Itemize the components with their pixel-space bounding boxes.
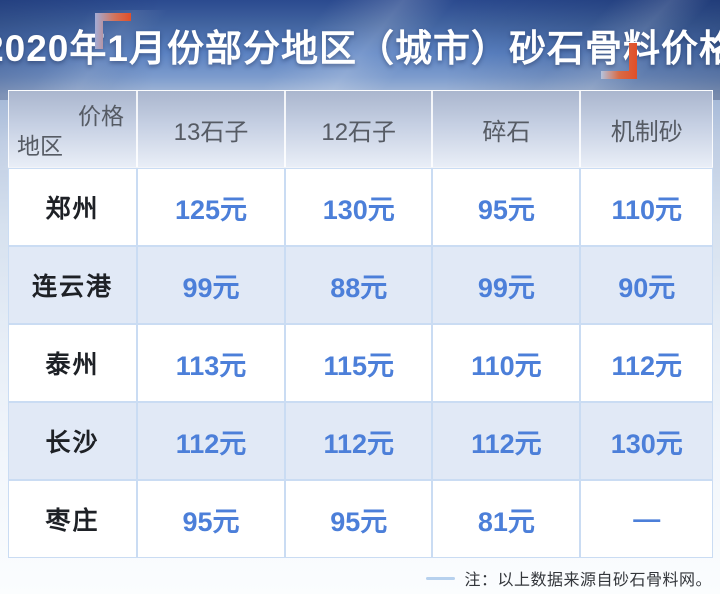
table-row: 泰州 113元 115元 110元 112元 [8,324,713,402]
price-cell: — [580,480,713,558]
price-cell: 112元 [285,402,433,480]
price-cell: 90元 [580,246,713,324]
header-region-label: 地区 [17,133,63,159]
price-cell: 130元 [285,168,433,246]
price-cell: 95元 [285,480,433,558]
header-cell: 12石子 [285,90,433,168]
note-dash-icon [426,576,456,580]
region-cell: 郑州 [8,168,137,246]
price-cell: 112元 [580,324,713,402]
region-cell: 泰州 [8,324,137,402]
price-cell: 110元 [432,324,581,402]
table-row: 连云港 99元 88元 99元 90元 [8,246,713,324]
table-row: 枣庄 95元 95元 81元 — [8,480,713,558]
region-cell: 枣庄 [8,480,137,558]
region-cell: 长沙 [8,402,137,480]
price-cell: 125元 [137,168,286,246]
header-cell: 机制砂 [580,90,713,168]
page-title: 2020年1月份部分地区（城市）砂石骨料价格 [0,28,720,69]
table-row: 郑州 125元 130元 95元 110元 [8,168,713,246]
header-cell: 碎石 [432,90,581,168]
price-cell: 130元 [580,402,713,480]
price-cell: 99元 [137,246,286,324]
source-note: 注：以上数据来源自砂石骨料网。 [426,566,712,590]
note-text: 注：以上数据来源自砂石骨料网。 [464,572,712,589]
price-cell: 113元 [137,324,286,402]
corner-bracket-bottom-right-icon [601,43,637,79]
price-cell: 88元 [285,246,433,324]
diagonal-header-cell: 价格 地区 [8,90,137,168]
price-cell: 112元 [432,402,581,480]
price-cell: 115元 [285,324,433,402]
table-row: 长沙 112元 112元 112元 130元 [8,402,713,480]
title-banner: 2020年1月份部分地区（城市）砂石骨料价格 [0,0,720,90]
price-table: 价格 地区 13石子 12石子 碎石 机制砂 郑州 125元 130元 95元 … [8,90,713,558]
header-price-label: 价格 [78,103,124,129]
corner-bracket-top-left-icon [95,13,131,49]
price-cell: 112元 [137,402,286,480]
price-cell: 99元 [432,246,581,324]
price-cell: 95元 [432,168,581,246]
table-header-row: 价格 地区 13石子 12石子 碎石 机制砂 [8,90,713,168]
price-cell: 95元 [137,480,286,558]
price-cell: 81元 [432,480,581,558]
price-cell: 110元 [580,168,713,246]
header-cell: 13石子 [137,90,286,168]
region-cell: 连云港 [8,246,137,324]
